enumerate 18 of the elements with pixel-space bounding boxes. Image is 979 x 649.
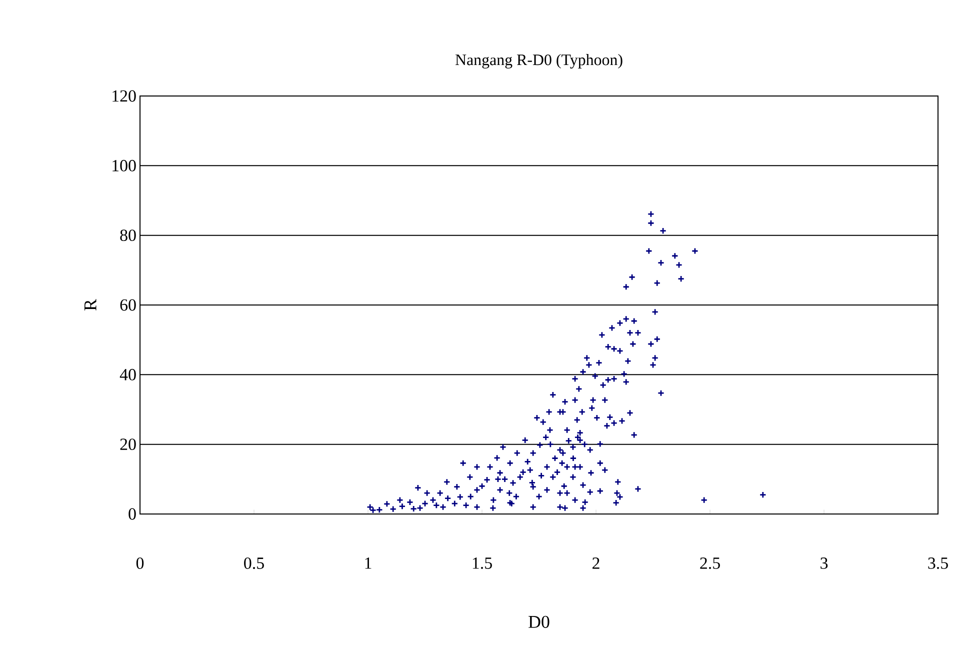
x-tick-label: 1: [365, 558, 372, 569]
y-tick-label: 100: [112, 160, 136, 172]
x-tick-label: 0.5: [244, 558, 264, 570]
x-tick-label: 3.5: [928, 558, 948, 569]
y-tick-label: 80: [120, 230, 136, 242]
y-tick-label: 120: [112, 90, 136, 102]
x-axis-title: D0: [528, 616, 550, 628]
x-tick-label: 3: [820, 558, 828, 569]
y-tick-label: 40: [120, 368, 136, 380]
x-tick-label: 2.5: [700, 558, 720, 569]
x-tick-label: 0: [136, 558, 144, 569]
y-tick-label: 0: [128, 508, 136, 520]
chart-title: Nangang R-D0 (Typhoon): [455, 54, 622, 68]
y-tick-label: 20: [120, 438, 136, 450]
y-axis-title: R: [84, 299, 96, 310]
y-tick-label: 60: [120, 299, 136, 311]
x-tick-label: 1.5: [472, 558, 492, 569]
x-tick-label: 2: [592, 558, 600, 569]
